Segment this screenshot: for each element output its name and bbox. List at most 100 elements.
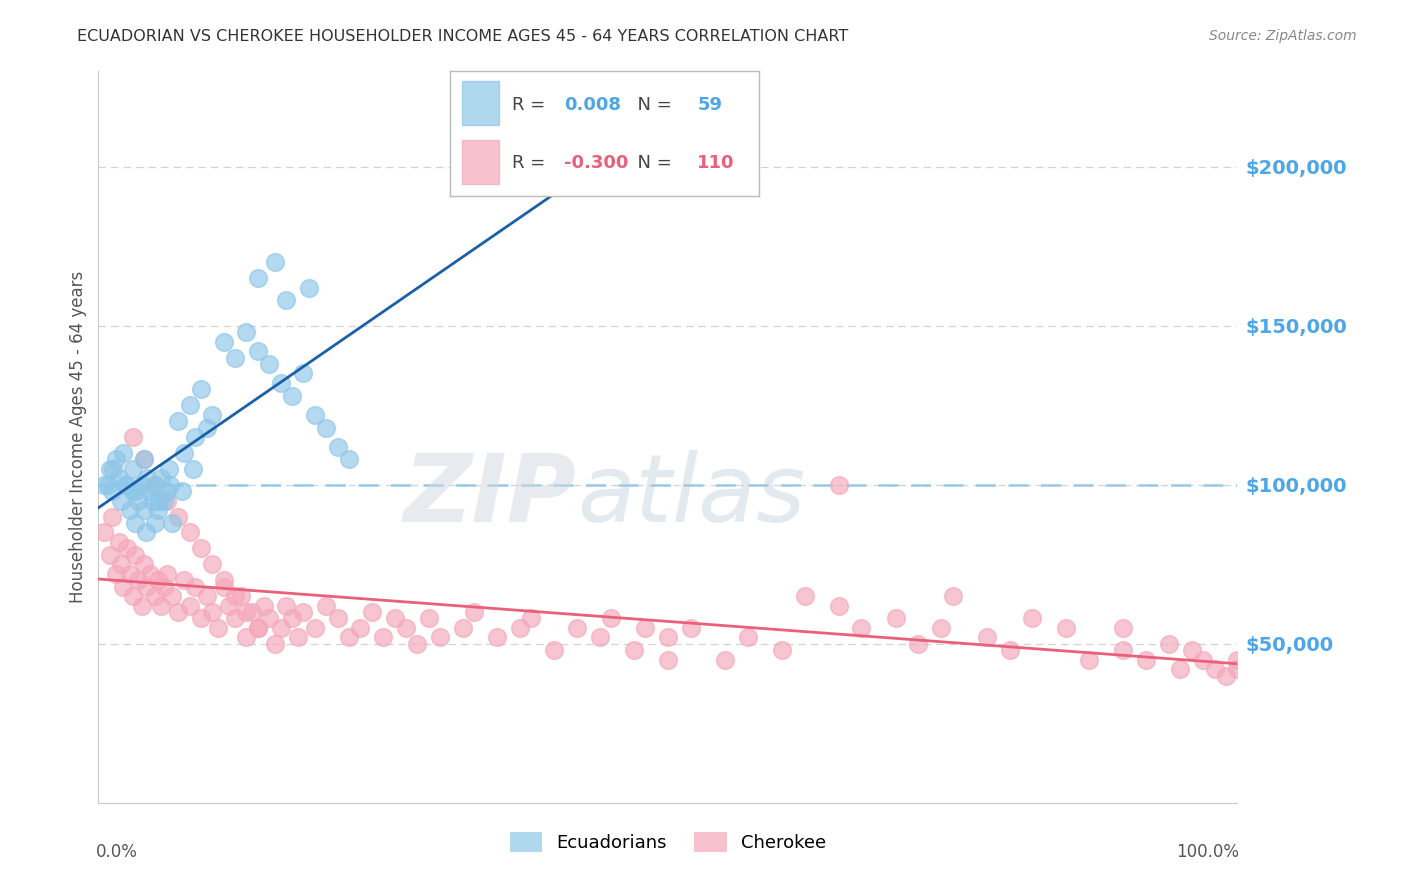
Cherokee — [634, 621, 657, 635]
Cherokee — [127, 573, 149, 587]
Cherokee — [101, 509, 124, 524]
Ecuadorians — [93, 477, 115, 491]
Ecuadorians — [115, 477, 138, 491]
Ecuadorians — [195, 420, 218, 434]
Cherokee — [304, 621, 326, 635]
Cherokee — [851, 621, 873, 635]
Ecuadorians — [259, 357, 281, 371]
Ecuadorians — [298, 280, 321, 294]
Ecuadorians — [146, 503, 169, 517]
Cherokee — [406, 637, 429, 651]
Text: Source: ZipAtlas.com: Source: ZipAtlas.com — [1209, 29, 1357, 43]
Cherokee — [150, 599, 173, 613]
Cherokee — [907, 637, 929, 651]
Ecuadorians — [326, 440, 349, 454]
Cherokee — [543, 643, 565, 657]
Text: -0.300: -0.300 — [564, 153, 628, 171]
Ecuadorians — [270, 376, 292, 390]
Cherokee — [714, 653, 737, 667]
Ecuadorians — [148, 493, 170, 508]
Ecuadorians — [96, 477, 118, 491]
Cherokee — [1181, 643, 1204, 657]
Cherokee — [281, 611, 304, 625]
Ecuadorians — [190, 383, 212, 397]
Ecuadorians — [98, 462, 121, 476]
Ecuadorians — [124, 516, 146, 530]
Text: R =: R = — [512, 153, 551, 171]
Cherokee — [179, 525, 201, 540]
Cherokee — [657, 631, 679, 645]
Cherokee — [190, 541, 212, 556]
Ecuadorians — [145, 477, 167, 491]
Ecuadorians — [125, 484, 148, 499]
Cherokee — [1135, 653, 1157, 667]
Text: atlas: atlas — [576, 450, 806, 541]
Cherokee — [565, 621, 588, 635]
Cherokee — [1226, 653, 1249, 667]
Cherokee — [156, 493, 179, 508]
Cherokee — [146, 573, 169, 587]
Ecuadorians — [156, 484, 179, 499]
Cherokee — [520, 611, 543, 625]
Cherokee — [207, 621, 229, 635]
Ecuadorians — [127, 493, 149, 508]
Ecuadorians — [112, 446, 135, 460]
Ecuadorians — [110, 493, 132, 508]
Bar — [463, 140, 499, 184]
Ecuadorians — [132, 503, 155, 517]
Ecuadorians — [162, 516, 184, 530]
Cherokee — [98, 548, 121, 562]
Text: N =: N = — [626, 153, 678, 171]
Cherokee — [179, 599, 201, 613]
Ecuadorians — [157, 462, 180, 476]
Cherokee — [1112, 621, 1135, 635]
Ecuadorians — [201, 408, 224, 422]
Cherokee — [270, 621, 292, 635]
Cherokee — [156, 566, 179, 581]
Cherokee — [349, 621, 371, 635]
Cherokee — [1226, 662, 1249, 676]
Cherokee — [463, 605, 485, 619]
Cherokee — [793, 589, 815, 603]
Cherokee — [121, 589, 143, 603]
Cherokee — [153, 580, 176, 594]
Ecuadorians — [145, 516, 167, 530]
Cherokee — [252, 599, 274, 613]
Ecuadorians — [138, 484, 160, 499]
Text: 100.0%: 100.0% — [1177, 843, 1240, 861]
Cherokee — [828, 599, 851, 613]
Ecuadorians — [120, 503, 142, 517]
Cherokee — [145, 477, 167, 491]
Ecuadorians — [150, 471, 173, 485]
Legend: Ecuadorians, Cherokee: Ecuadorians, Cherokee — [502, 824, 834, 860]
Cherokee — [167, 605, 190, 619]
Cherokee — [509, 621, 531, 635]
Cherokee — [1112, 643, 1135, 657]
Cherokee — [112, 580, 135, 594]
Ecuadorians — [142, 493, 165, 508]
Cherokee — [486, 631, 509, 645]
Ecuadorians — [304, 408, 326, 422]
Cherokee — [1215, 668, 1237, 682]
Cherokee — [770, 643, 793, 657]
Ecuadorians — [103, 462, 125, 476]
Ecuadorians — [114, 477, 136, 491]
Ecuadorians — [246, 344, 269, 359]
Ecuadorians — [276, 293, 298, 308]
Cherokee — [120, 566, 142, 581]
Ecuadorians — [315, 420, 337, 434]
Cherokee — [1078, 653, 1101, 667]
Cherokee — [623, 643, 645, 657]
Cherokee — [1157, 637, 1180, 651]
Cherokee — [162, 589, 184, 603]
Text: ECUADORIAN VS CHEROKEE HOUSEHOLDER INCOME AGES 45 - 64 YEARS CORRELATION CHART: ECUADORIAN VS CHEROKEE HOUSEHOLDER INCOM… — [77, 29, 849, 44]
Ecuadorians — [235, 325, 257, 339]
Cherokee — [998, 643, 1021, 657]
Cherokee — [145, 589, 167, 603]
Text: 59: 59 — [697, 96, 723, 114]
Text: N =: N = — [626, 96, 678, 114]
Cherokee — [451, 621, 474, 635]
Ecuadorians — [264, 255, 287, 269]
Y-axis label: Householder Income Ages 45 - 64 years: Householder Income Ages 45 - 64 years — [69, 271, 87, 603]
Cherokee — [108, 535, 131, 549]
